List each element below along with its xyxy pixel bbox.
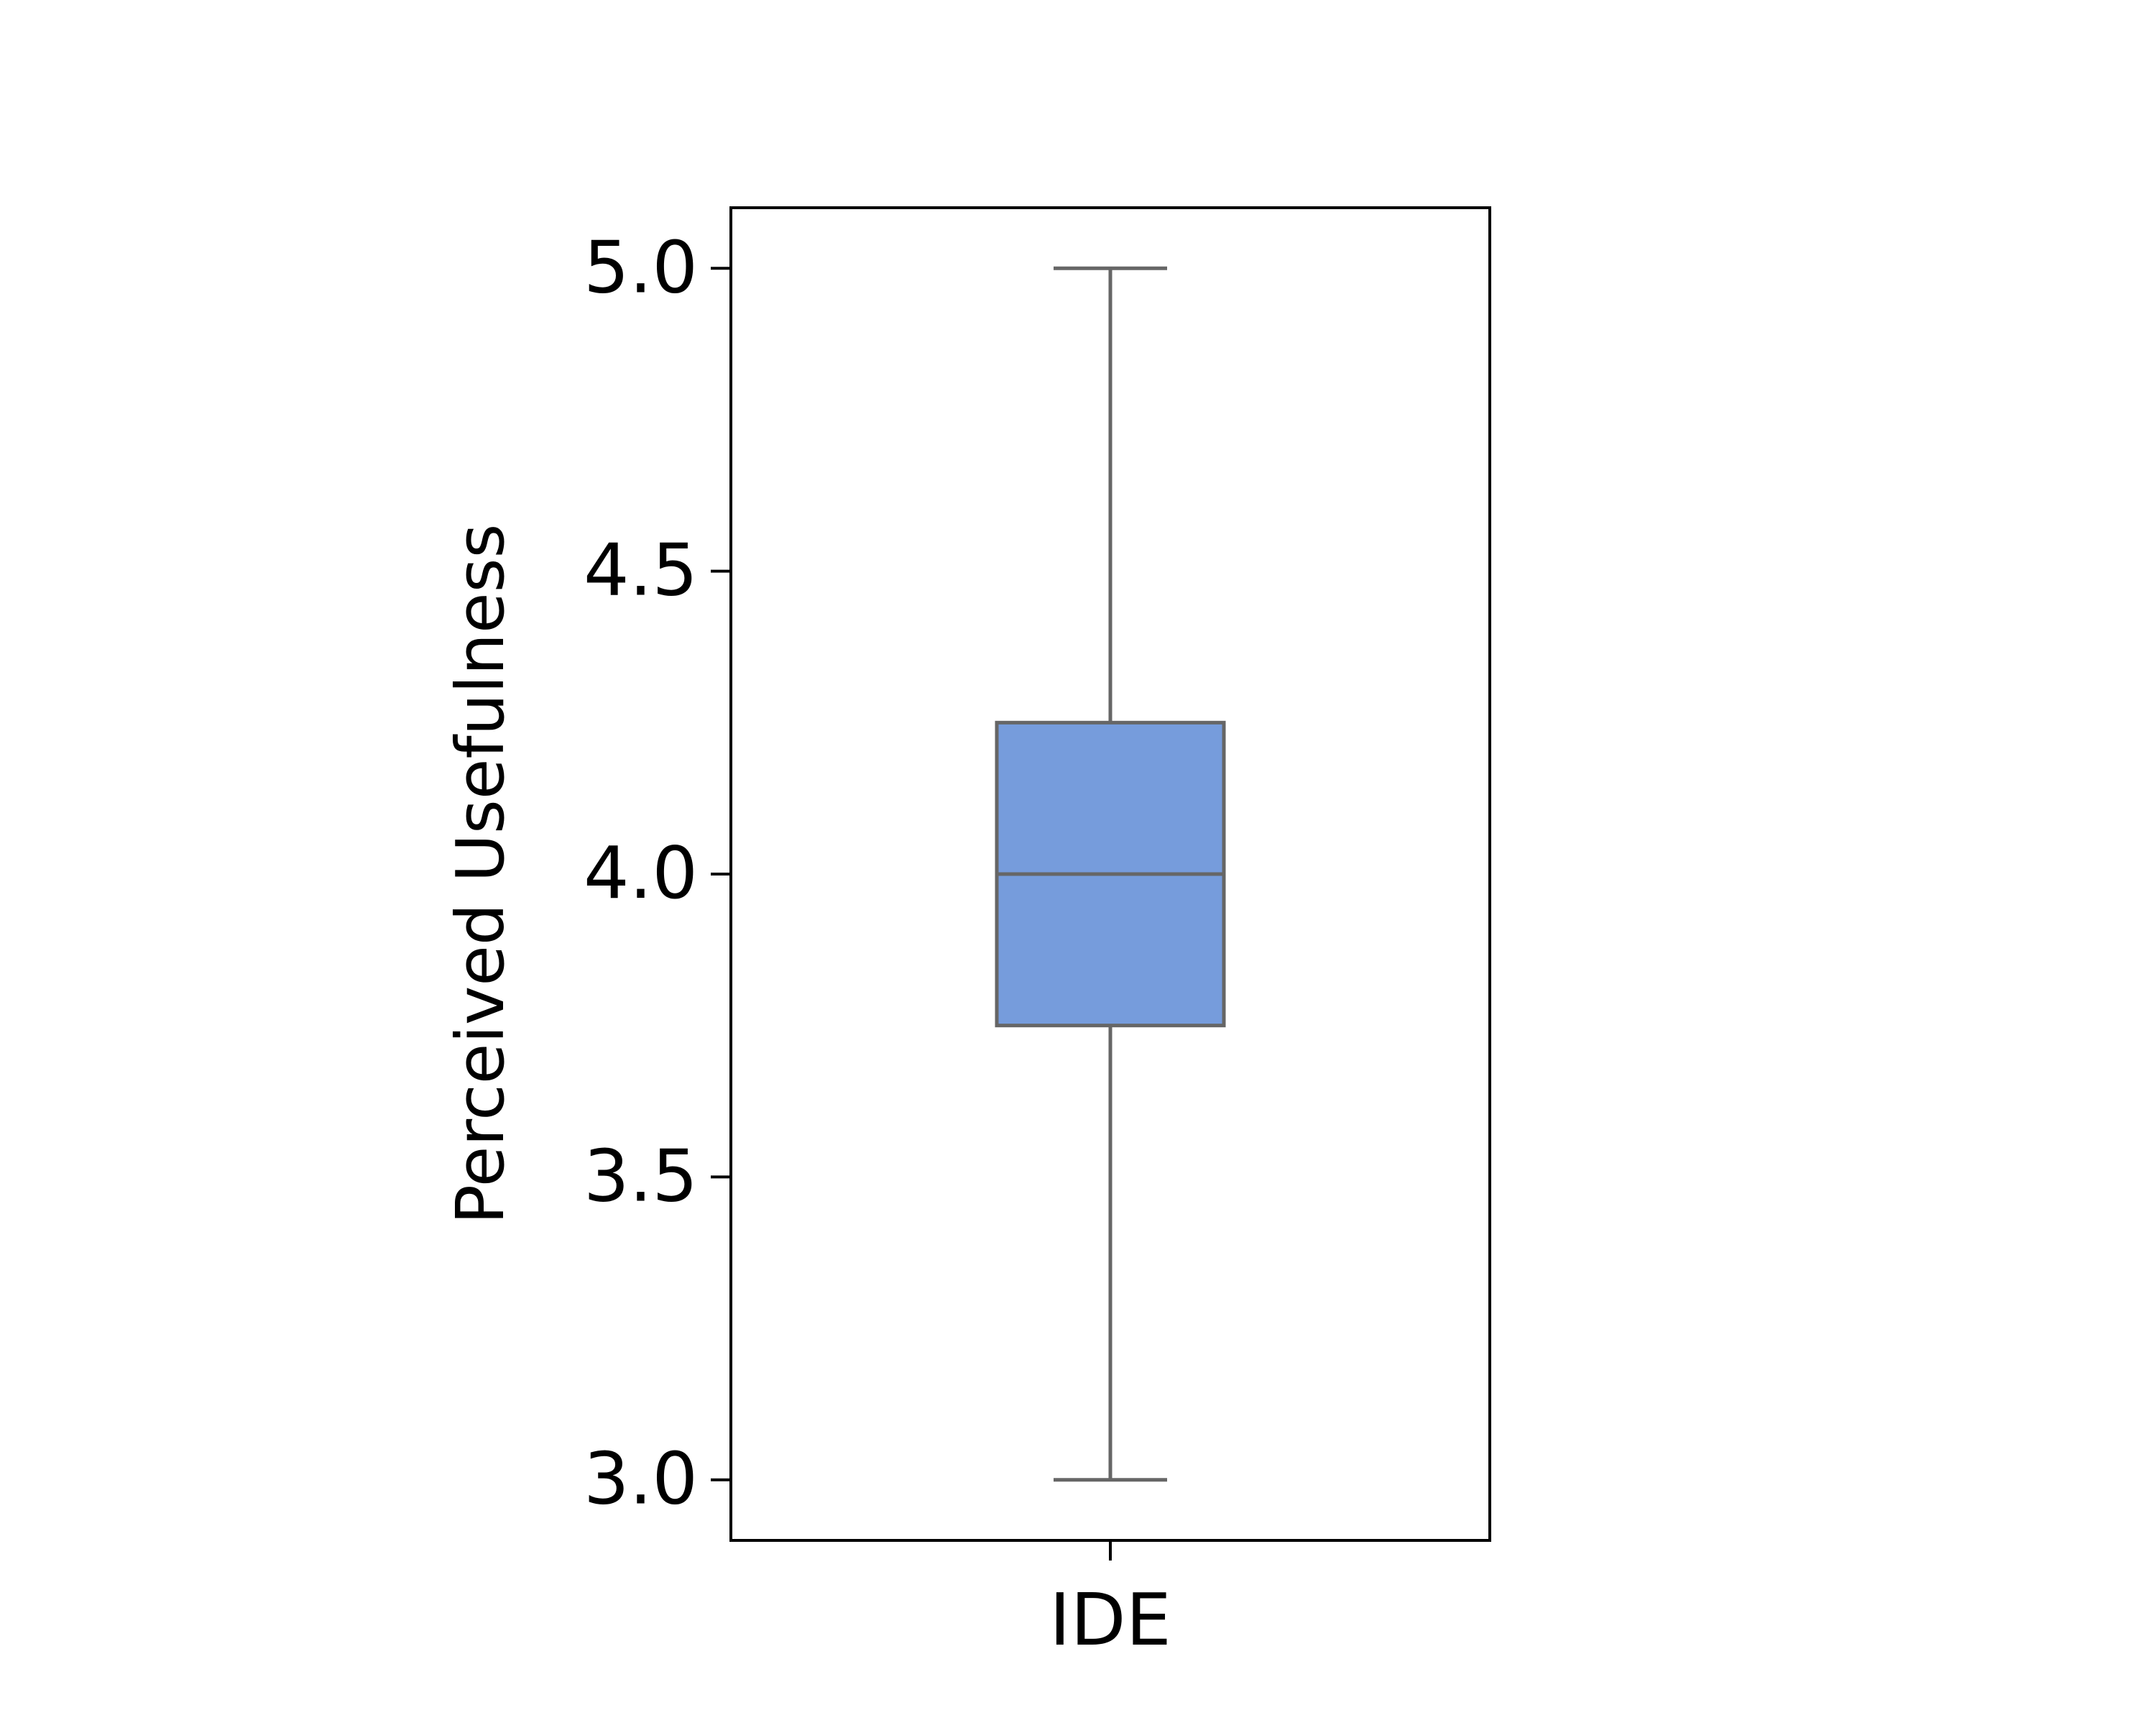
y-tick-label: 3.5	[584, 1134, 698, 1218]
box-layer	[995, 266, 1226, 1482]
tick-layer: 3.0 3.5 4.0 4.5 5.0 IDE	[584, 225, 1171, 1662]
plot-area-frame	[729, 206, 1491, 1542]
y-tick-label: 5.0	[584, 225, 698, 309]
y-axis-label: Perceived Usefulness	[442, 524, 519, 1225]
y-tick-label: 4.0	[584, 831, 698, 915]
x-tick-label: IDE	[1049, 1578, 1171, 1662]
y-tick-label: 3.0	[584, 1437, 698, 1521]
y-tick-label: 4.5	[584, 528, 698, 612]
